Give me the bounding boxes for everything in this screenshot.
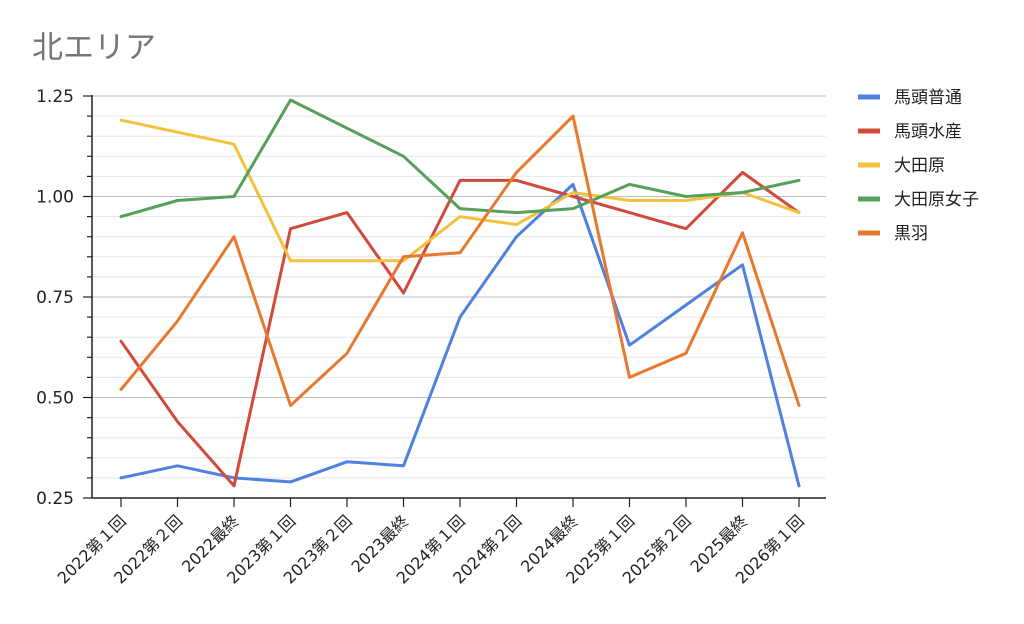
legend-entry: 大田原女子 [894,190,979,210]
y-tick-label: 1.00 [36,188,74,208]
series-line-黒羽 [119,114,801,407]
grid-lines [92,95,826,479]
series-lines [119,98,801,488]
y-tick-label: 1.25 [36,87,74,107]
series-line-大田原 [119,118,801,263]
y-tick-label: 0.50 [36,389,74,409]
y-tick-label: 0.75 [36,288,74,308]
legend-entry: 馬頭水産 [894,122,962,142]
series-line-馬頭普通 [119,182,801,488]
y-tick-label: 0.25 [36,489,74,509]
chart-title: 北エリア [32,30,156,66]
legend-entry: 馬頭普通 [894,88,962,108]
x-axis-ticks: 2022第１回2022第２回2022最終2023第１回2023第２回2023最終… [54,498,808,588]
y-axis-ticks: 0.25 0.50 0.75 1.00 1.25 [36,87,74,509]
series-line-大田原女子 [119,98,801,219]
axes [83,95,826,499]
series-line-馬頭水産 [119,170,801,488]
legend-entry: 大田原 [894,156,945,176]
legend-entry: 黒羽 [894,224,928,244]
